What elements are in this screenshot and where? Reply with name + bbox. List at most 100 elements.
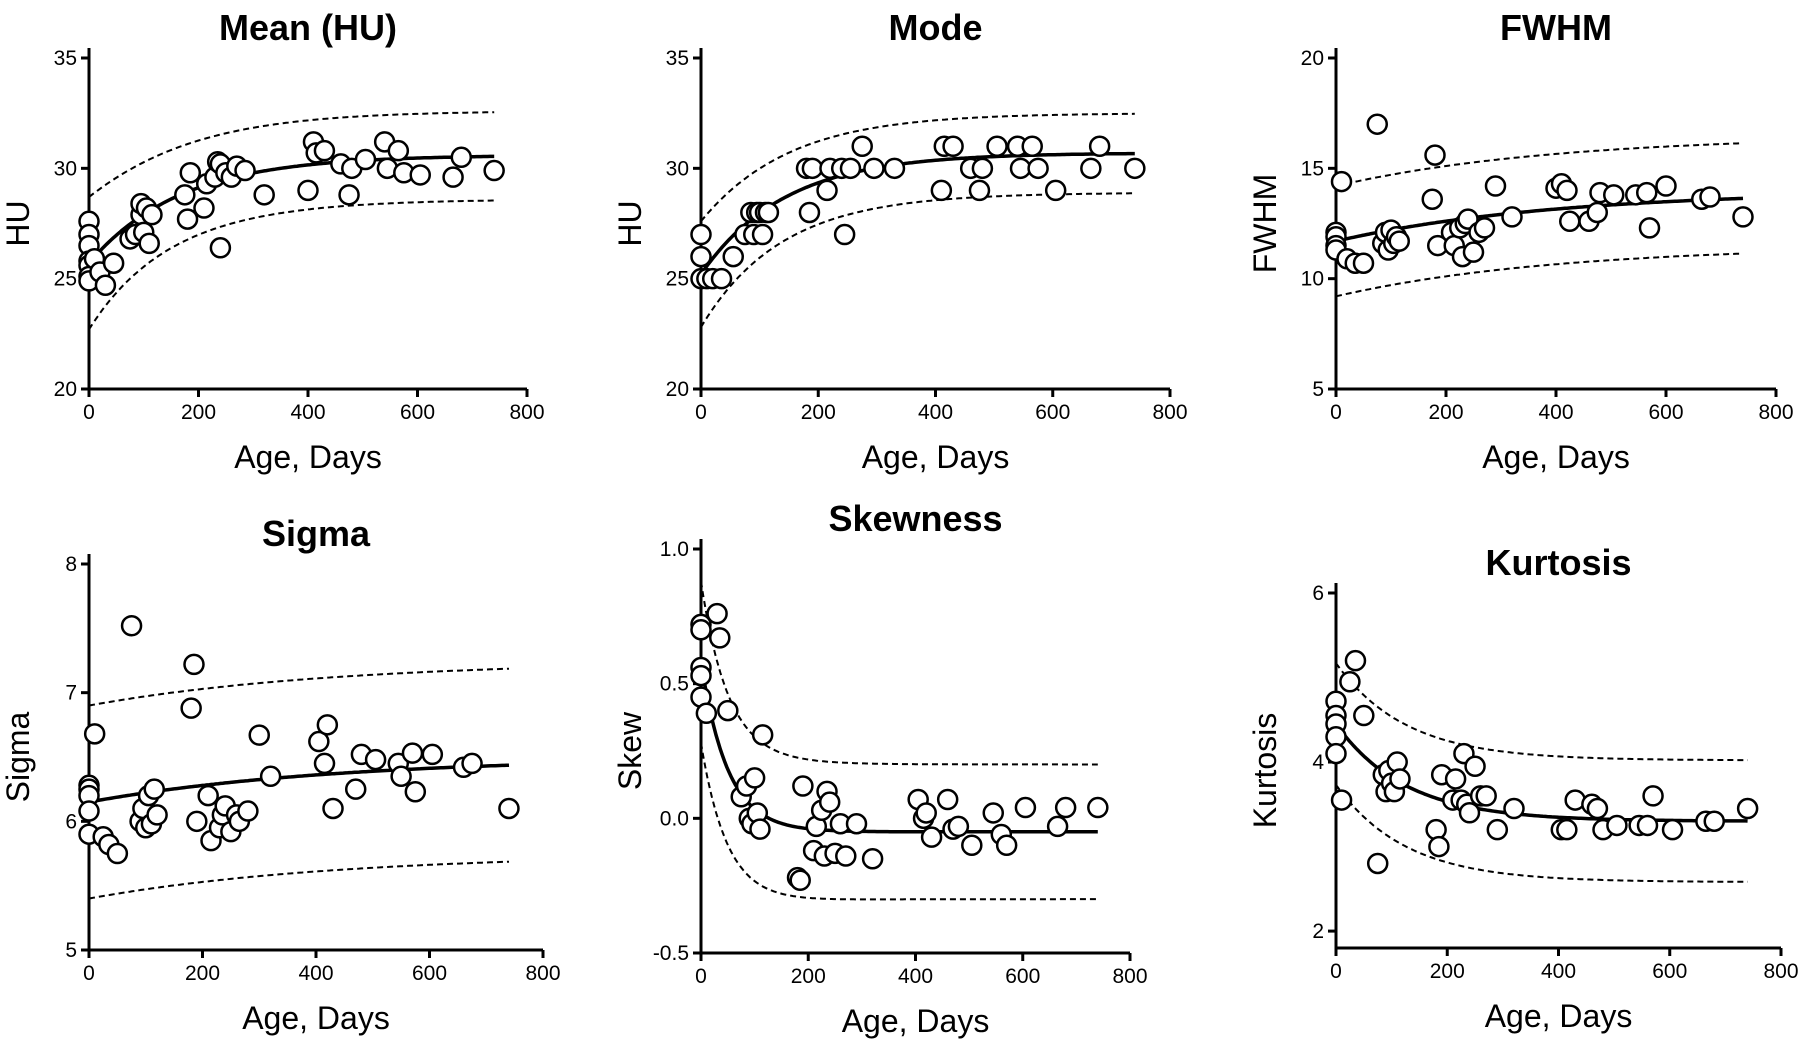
y-axis-label: Sigma <box>0 711 36 802</box>
data-point <box>297 179 319 202</box>
x-tick-label: 200 <box>791 965 826 988</box>
data-point <box>971 157 994 180</box>
data-point <box>83 723 106 745</box>
data-point <box>1699 186 1721 208</box>
y-tick-label: 2 <box>1312 920 1324 943</box>
data-point <box>390 765 412 788</box>
data-point <box>1458 802 1481 824</box>
x-tick-label: 800 <box>1112 965 1147 988</box>
data-point <box>690 664 712 687</box>
x-axis-label: Age, Days <box>234 439 382 475</box>
data-point <box>1087 796 1109 819</box>
y-tick-label: 25 <box>54 268 77 291</box>
data-point <box>1330 170 1353 193</box>
y-tick-label: 35 <box>666 47 689 70</box>
data-point <box>1325 742 1347 765</box>
data-point <box>986 135 1008 158</box>
data-point <box>138 232 160 255</box>
data-point <box>183 653 205 676</box>
fit-curve <box>1335 196 1744 243</box>
y-tick-label: 15 <box>1301 157 1324 180</box>
upper-prediction-band <box>1335 142 1744 187</box>
data-point <box>751 223 774 246</box>
x-axis-label: Age, Days <box>1485 998 1633 1034</box>
upper-prediction-band <box>88 667 510 707</box>
chart-panel-4: Sigma 0 200 400 600 800 5 6 7 8 Age, Days Sigma <box>0 513 561 1036</box>
data-point <box>695 702 718 725</box>
data-point <box>253 184 275 206</box>
data-point <box>1703 810 1725 832</box>
data-point <box>176 208 199 230</box>
chart-panel-3: FWHM 0 200 400 600 800 5 10 15 20 Age, Days FWHM <box>1247 7 1794 475</box>
data-point <box>722 245 744 268</box>
x-tick-label: 600 <box>412 962 447 985</box>
data-point <box>313 752 336 775</box>
x-axis-label: Age, Days <box>842 1003 990 1039</box>
data-point <box>710 267 733 290</box>
data-point <box>1330 789 1353 811</box>
data-point <box>1366 852 1389 875</box>
data-point <box>1603 184 1625 206</box>
data-point <box>1642 785 1664 807</box>
data-point <box>120 615 143 637</box>
data-point <box>798 201 821 224</box>
data-point <box>483 159 505 182</box>
x-tick-label: 400 <box>290 401 325 424</box>
data-point <box>930 179 953 202</box>
y-tick-label: 30 <box>54 157 77 180</box>
y-tick-label: 0.0 <box>660 807 689 830</box>
data-point <box>749 818 771 840</box>
data-point <box>920 826 943 848</box>
y-tick-label: 7 <box>65 682 77 705</box>
data-point <box>947 815 970 838</box>
data-point <box>801 157 824 180</box>
data-point <box>421 743 444 766</box>
x-tick-label: 200 <box>185 962 220 985</box>
data-point <box>102 252 125 274</box>
x-tick-label: 800 <box>1763 960 1798 983</box>
y-tick-label: 6 <box>1312 582 1324 605</box>
data-point <box>1636 181 1658 204</box>
data-point <box>792 775 814 797</box>
data-point <box>1088 135 1111 158</box>
chart-title: Mean (HU) <box>219 7 397 48</box>
data-point <box>322 797 344 820</box>
y-tick-label: 0.5 <box>660 673 689 696</box>
data-point <box>1736 797 1759 820</box>
y-tick-label: 30 <box>666 157 689 180</box>
data-point <box>1352 252 1375 274</box>
data-point <box>94 274 117 297</box>
lower-prediction-band <box>700 192 1135 328</box>
data-point <box>248 724 270 746</box>
data-point <box>1054 796 1077 819</box>
upper-prediction-band <box>700 581 1098 766</box>
data-point <box>1339 671 1361 693</box>
data-point <box>1638 217 1661 239</box>
lower-prediction-band <box>700 742 1098 901</box>
data-point <box>1586 797 1609 820</box>
data-point <box>1655 175 1677 197</box>
data-point <box>743 767 766 789</box>
y-axis-label: HU <box>612 200 648 246</box>
chart-panel-1: Mean (HU) 0 200 400 600 800 20 25 30 35 Age, Days H… <box>0 7 545 475</box>
data-point <box>1464 755 1486 778</box>
lower-prediction-band <box>88 199 495 330</box>
data-point <box>1559 210 1581 233</box>
chart-title: FWHM <box>1500 7 1612 48</box>
data-point <box>883 157 906 180</box>
data-point <box>344 778 367 800</box>
data-point <box>1444 768 1467 790</box>
chart-title: Skewness <box>828 498 1002 539</box>
data-point <box>1046 815 1069 838</box>
data-point <box>1344 649 1367 672</box>
data-point <box>995 834 1018 857</box>
data-point <box>409 164 431 186</box>
data-point <box>78 800 100 822</box>
data-point <box>1556 179 1578 202</box>
data-point <box>789 869 811 892</box>
x-tick-label: 400 <box>898 965 933 988</box>
data-point <box>1388 230 1410 252</box>
x-tick-label: 600 <box>400 401 435 424</box>
y-tick-label: 20 <box>1301 47 1324 70</box>
data-point <box>141 203 163 226</box>
